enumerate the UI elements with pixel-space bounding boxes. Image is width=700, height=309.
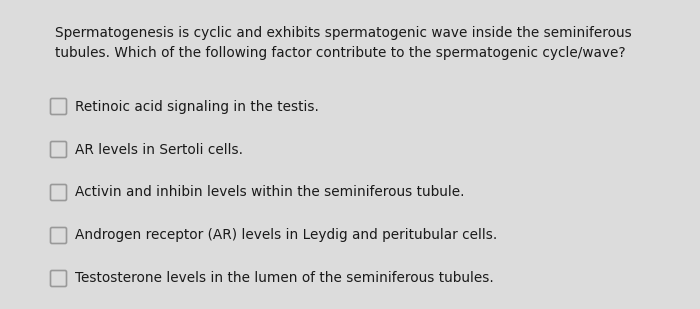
Text: Retinoic acid signaling in the testis.: Retinoic acid signaling in the testis. (75, 99, 319, 113)
Text: tubules. Which of the following factor contribute to the spermatogenic cycle/wav: tubules. Which of the following factor c… (55, 46, 626, 60)
Text: Testosterone levels in the lumen of the seminiferous tubules.: Testosterone levels in the lumen of the … (75, 272, 493, 286)
Text: Spermatogenesis is cyclic and exhibits spermatogenic wave inside the seminiferou: Spermatogenesis is cyclic and exhibits s… (55, 26, 631, 40)
Text: Androgen receptor (AR) levels in Leydig and peritubular cells.: Androgen receptor (AR) levels in Leydig … (75, 228, 497, 243)
Text: Activin and inhibin levels within the seminiferous tubule.: Activin and inhibin levels within the se… (75, 185, 465, 200)
Text: AR levels in Sertoli cells.: AR levels in Sertoli cells. (75, 142, 243, 156)
